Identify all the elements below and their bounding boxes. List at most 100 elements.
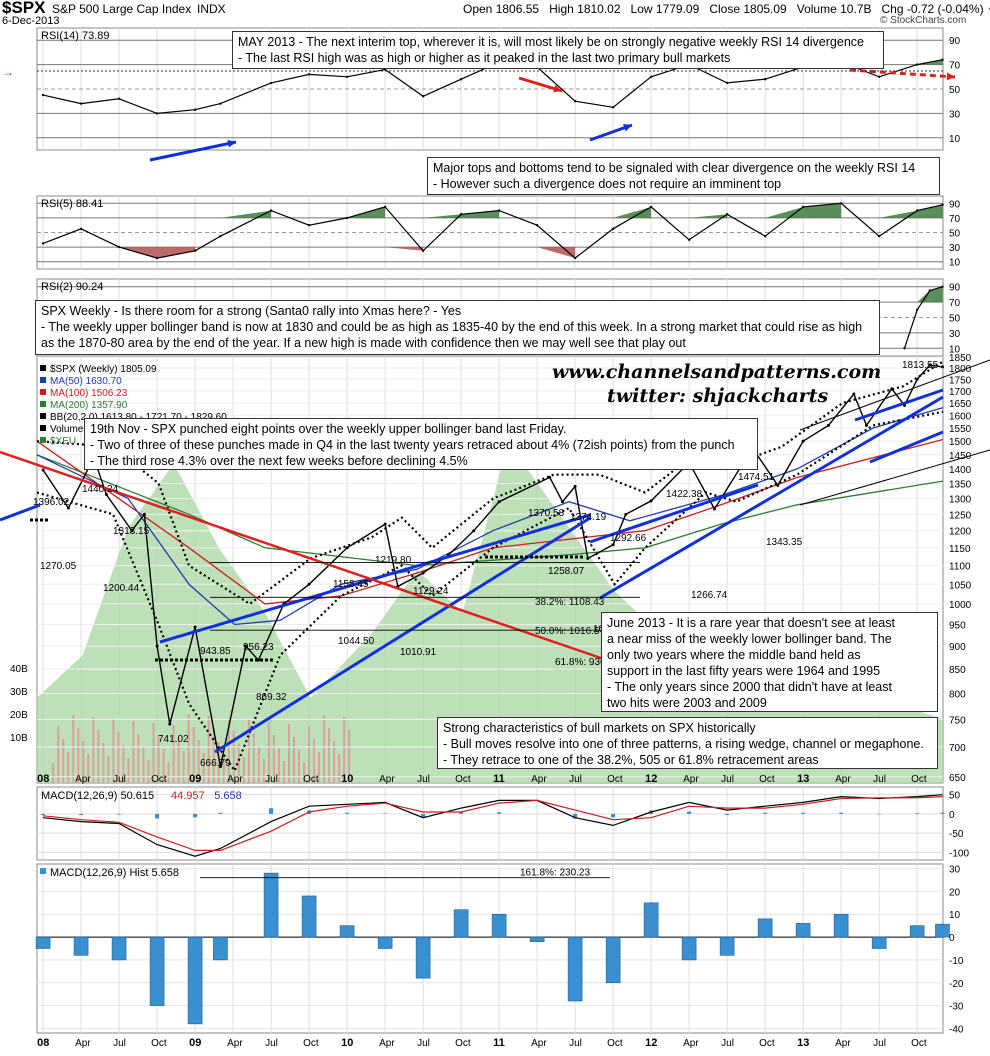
volume-bar [92, 717, 94, 783]
macd-hist-bar [915, 813, 919, 814]
price-legend-item: MA(100) 1506.23 [50, 388, 128, 399]
price-tick-label: 850 [949, 665, 966, 676]
hist-bar [492, 914, 506, 937]
price-annotation: 1129.24 [413, 586, 449, 597]
hist-bar [213, 937, 227, 960]
price-annotation: 38.2%: 1108.43 [535, 597, 605, 608]
price-legend-item: MA(50) 1630.70 [50, 376, 122, 387]
macd-hist-bar [345, 813, 349, 814]
x-tick-label: Jul [417, 774, 430, 785]
x-tick-label: Oct [607, 774, 623, 785]
rsi14-point [194, 109, 196, 111]
note-line: Major tops and bottoms tend to be signal… [433, 160, 934, 176]
hist-bar [340, 926, 354, 937]
hist-bar [188, 937, 202, 1024]
hist-bar [150, 937, 164, 1006]
rsi-tick-label: 70 [949, 214, 961, 225]
price-tick-label: 1100 [949, 562, 971, 573]
note-line: 19th Nov - SPX punched eight points over… [90, 421, 752, 437]
note-line: - However such a divergence does not req… [433, 176, 934, 192]
bottom-x-tick-label: Apr [379, 1038, 395, 1049]
spx-price-point [422, 572, 425, 575]
price-annotation: 1313.15 [113, 526, 150, 537]
note-bull-markets: Strong characteristics of bull markets o… [437, 717, 938, 769]
x-tick-label: Apr [835, 774, 851, 785]
close-label: Close [709, 2, 740, 16]
hist-tick-label: -10 [949, 956, 964, 967]
x-tick-label: Oct [911, 774, 927, 785]
macd-legend-item: 5.658 [214, 790, 242, 802]
macd-hist-bar [725, 814, 729, 815]
price-annotation: 956.23 [243, 642, 274, 653]
hist-tick-label: 0 [949, 933, 955, 944]
price-tick-label: 800 [949, 689, 966, 700]
x-tick-label: Apr [379, 774, 395, 785]
copyright-label: © StockCharts.com [880, 15, 966, 26]
bottom-x-tick-label: 09 [189, 1037, 201, 1049]
volume-bar [72, 715, 74, 783]
rsi5-point [498, 209, 500, 211]
rsi5-point [384, 206, 386, 208]
rsi5-point [650, 206, 652, 208]
hist-bar [872, 937, 886, 948]
hist-bar [568, 937, 582, 1001]
hist-bar [720, 937, 734, 955]
price-annotation: 1440.24 [82, 484, 119, 495]
note-line: June 2013 - It is a rare year that doesn… [607, 615, 932, 631]
rsi14-point [80, 102, 82, 104]
price-annotation: 1396.02 [33, 497, 70, 508]
rsi14-point [941, 59, 943, 61]
price-tick-label: 1400 [949, 465, 972, 476]
rsi14-point [764, 78, 766, 80]
exchange-label: INDX [197, 2, 226, 16]
x-tick-label: Oct [303, 774, 319, 785]
hist-bar [112, 937, 126, 960]
legend-swatch [40, 377, 46, 383]
volume-label: Volume [797, 2, 837, 16]
price-tick-label: 1200 [949, 527, 972, 538]
rsi14-point [726, 82, 728, 84]
spx-price-point [586, 557, 589, 560]
bottom-x-tick-label: Jul [569, 1038, 582, 1049]
rsi-tick-label: 50 [949, 85, 961, 96]
note-spx-weekly: SPX Weekly - Is there room for a strong … [35, 300, 880, 355]
spx-price-point [472, 529, 475, 532]
price-annotation: 1258.07 [548, 566, 585, 577]
bottom-x-tick-label: 13 [797, 1037, 809, 1049]
high-value: 1810.02 [577, 2, 620, 16]
volume-bar [137, 734, 139, 783]
volume-bar [338, 754, 340, 783]
rsi14-point [156, 112, 158, 114]
hist-bar [758, 919, 772, 937]
rsi14-point [219, 102, 221, 104]
macd-tick-label: 0 [949, 810, 955, 821]
x-tick-label: Jul [721, 774, 734, 785]
volume-bar [97, 730, 99, 783]
hist-fib-label: 161.8%: 230.23 [520, 868, 590, 879]
price-tick-label: 1500 [949, 437, 972, 448]
volume-bar [258, 746, 260, 783]
macd-hist-bar [41, 814, 45, 815]
hist-tick-label: -20 [949, 979, 964, 990]
price-tick-label: 1750 [949, 375, 972, 386]
volume-bar [298, 750, 300, 783]
volume-bar [52, 763, 54, 783]
rsi5-point [688, 239, 690, 241]
rsi14-point [118, 98, 120, 100]
watermark-url: www.channelsandpatterns.com [552, 361, 881, 383]
rsi-tick-label: 70 [949, 298, 961, 309]
panel-hist [37, 864, 943, 1033]
volume-bar [127, 758, 129, 783]
x-tick-label: Apr [75, 774, 91, 785]
note-line: a near miss of the weekly lower bollinge… [607, 631, 932, 647]
volume-tick-label: 10B [10, 733, 28, 744]
hist-bar [416, 937, 430, 978]
spx-price-point [194, 626, 197, 629]
macd-tick-label: -50 [949, 829, 964, 840]
volume-bar [107, 756, 109, 783]
x-tick-label: Oct [151, 774, 167, 785]
volume-tick-label: 30B [10, 687, 28, 698]
rsi5-point [764, 235, 766, 237]
note-line: - They retrace to one of the 38.2%, 505 … [443, 752, 932, 768]
macd-hist-bar [117, 814, 121, 815]
